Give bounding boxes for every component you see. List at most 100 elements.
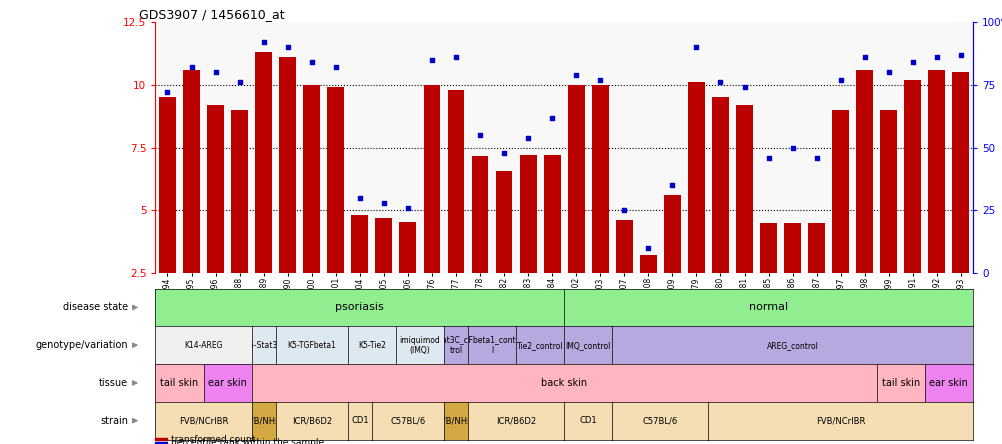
Bar	[399, 222, 416, 273]
Text: tail skin: tail skin	[881, 378, 919, 388]
Point	[472, 131, 488, 139]
Text: IMQ_control: IMQ_control	[565, 341, 610, 350]
Bar	[784, 223, 801, 273]
Point	[567, 71, 583, 79]
Text: AREG_control: AREG_control	[766, 341, 818, 350]
Bar	[159, 98, 175, 273]
Text: ear skin: ear skin	[208, 378, 246, 388]
Text: K5-TGFbeta1: K5-TGFbeta1	[287, 341, 336, 350]
Point	[784, 144, 800, 151]
Point	[280, 44, 296, 51]
Bar	[952, 72, 968, 273]
Point	[159, 89, 175, 96]
Point	[856, 54, 872, 61]
Point	[880, 69, 896, 76]
Text: disease state: disease state	[63, 302, 128, 313]
Text: FVB/NHsd: FVB/NHsd	[435, 416, 477, 425]
Text: tissue: tissue	[99, 378, 128, 388]
Point	[928, 54, 944, 61]
Text: K14-AREG: K14-AREG	[184, 341, 222, 350]
Point	[448, 54, 464, 61]
Bar	[808, 223, 825, 273]
Text: strain: strain	[100, 416, 128, 426]
Bar	[904, 80, 920, 273]
Bar	[447, 90, 464, 273]
Text: K5-Tie2: K5-Tie2	[358, 341, 386, 350]
Bar	[711, 98, 728, 273]
Bar	[760, 223, 777, 273]
Text: ICR/B6D2: ICR/B6D2	[292, 416, 332, 425]
Bar	[155, 438, 166, 440]
Bar	[279, 57, 296, 273]
Point	[496, 149, 512, 156]
Point	[400, 204, 416, 211]
Bar	[928, 70, 944, 273]
Point	[687, 44, 703, 51]
Text: normal: normal	[748, 302, 788, 313]
Text: CD1: CD1	[579, 416, 596, 425]
Text: percentile rank within the sample: percentile rank within the sample	[171, 438, 324, 444]
Bar	[495, 171, 512, 273]
Bar	[543, 155, 560, 273]
Bar	[880, 110, 896, 273]
Point	[231, 79, 247, 86]
Text: ear skin: ear skin	[929, 378, 967, 388]
Point	[352, 194, 368, 202]
Point	[760, 154, 776, 161]
Point	[207, 69, 223, 76]
Bar	[471, 156, 488, 273]
Point	[304, 59, 320, 66]
Point	[639, 244, 655, 251]
Bar	[639, 255, 656, 273]
Text: genotype/variation: genotype/variation	[35, 340, 128, 350]
Bar	[155, 442, 166, 444]
Text: CD1: CD1	[351, 416, 369, 425]
Point	[256, 39, 272, 46]
Bar	[255, 52, 272, 273]
Text: transformed count: transformed count	[171, 435, 256, 444]
Point	[832, 76, 848, 83]
Bar	[832, 110, 849, 273]
Bar	[687, 83, 704, 273]
Bar	[231, 110, 247, 273]
Text: Stat3C_con
trol: Stat3C_con trol	[434, 336, 477, 355]
Bar	[375, 218, 392, 273]
Bar	[207, 105, 223, 273]
Text: TGFbeta1_contro
l: TGFbeta1_contro l	[459, 336, 524, 355]
Bar	[183, 70, 199, 273]
Bar	[351, 215, 368, 273]
Text: FVB/NCrIBR: FVB/NCrIBR	[816, 416, 865, 425]
Point	[735, 84, 752, 91]
Bar	[567, 85, 584, 273]
Text: K5-Stat3C: K5-Stat3C	[244, 341, 283, 350]
Text: ICR/B6D2: ICR/B6D2	[496, 416, 536, 425]
Bar	[327, 87, 344, 273]
Text: tail skin: tail skin	[160, 378, 198, 388]
Point	[424, 56, 440, 63]
Point	[952, 51, 968, 58]
Text: C57BL/6: C57BL/6	[642, 416, 677, 425]
Text: FVB/NHsd: FVB/NHsd	[242, 416, 285, 425]
Text: back skin: back skin	[541, 378, 586, 388]
Point	[591, 76, 607, 83]
Point	[711, 79, 727, 86]
Point	[183, 64, 199, 71]
Text: imiquimod
(IMQ): imiquimod (IMQ)	[399, 336, 440, 355]
Text: psoriasis: psoriasis	[335, 302, 384, 313]
Text: C57BL/6: C57BL/6	[390, 416, 425, 425]
Bar	[615, 220, 632, 273]
Bar	[423, 85, 440, 273]
Point	[328, 64, 344, 71]
Text: Tie2_control: Tie2_control	[516, 341, 563, 350]
Text: GDS3907 / 1456610_at: GDS3907 / 1456610_at	[139, 8, 285, 21]
Point	[544, 114, 560, 121]
Bar	[856, 70, 873, 273]
Point	[520, 134, 536, 141]
Bar	[303, 85, 320, 273]
Text: FVB/NCrIBR: FVB/NCrIBR	[178, 416, 228, 425]
Bar	[519, 155, 536, 273]
Bar	[735, 105, 753, 273]
Bar	[591, 85, 608, 273]
Point	[904, 59, 920, 66]
Point	[808, 154, 824, 161]
